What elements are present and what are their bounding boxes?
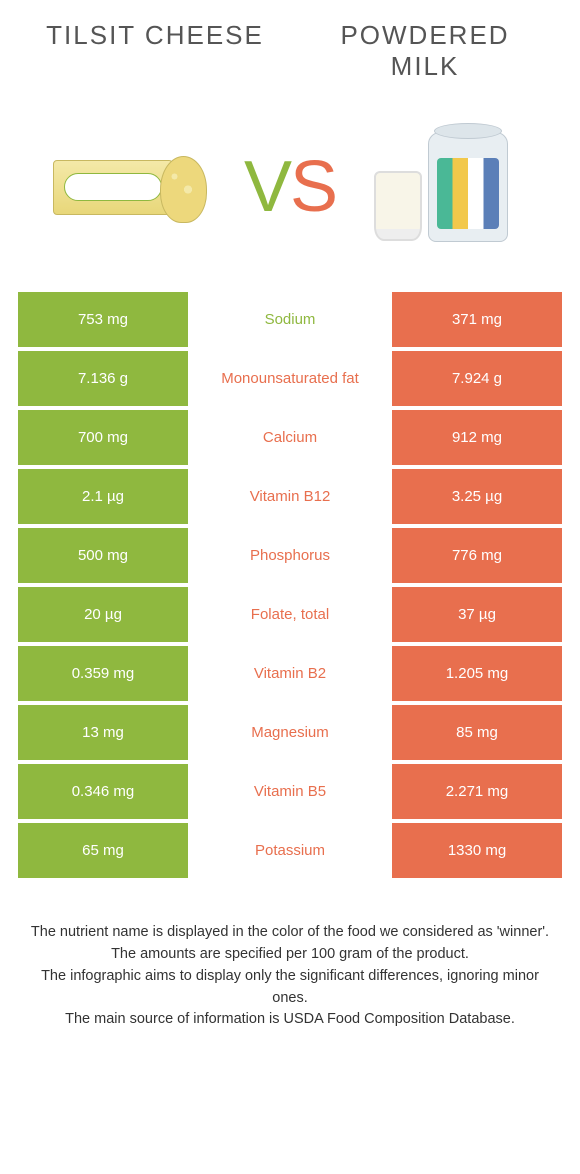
value-left: 500 mg — [18, 528, 188, 583]
table-row: 65 mgPotassium1330 mg — [18, 823, 562, 878]
value-right: 37 µg — [392, 587, 562, 642]
nutrient-label: Sodium — [188, 292, 392, 347]
image-right — [385, 122, 550, 252]
nutrient-label: Calcium — [188, 410, 392, 465]
title-right: POWDERED MILK — [304, 20, 547, 82]
value-right: 3.25 µg — [392, 469, 562, 524]
nutrient-table: 753 mgSodium371 mg7.136 gMonounsaturated… — [18, 292, 562, 878]
table-row: 700 mgCalcium912 mg — [18, 410, 562, 465]
value-right: 1.205 mg — [392, 646, 562, 701]
nutrient-label: Potassium — [188, 823, 392, 878]
table-row: 13 mgMagnesium85 mg — [18, 705, 562, 760]
value-right: 2.271 mg — [392, 764, 562, 819]
vs-label: VS — [244, 146, 336, 228]
value-left: 753 mg — [18, 292, 188, 347]
footer-line: The infographic aims to display only the… — [30, 966, 550, 1010]
value-right: 7.924 g — [392, 351, 562, 406]
value-left: 2.1 µg — [18, 469, 188, 524]
vs-s: S — [290, 147, 336, 227]
image-left — [30, 122, 195, 252]
nutrient-label: Magnesium — [188, 705, 392, 760]
value-right: 371 mg — [392, 292, 562, 347]
value-left: 13 mg — [18, 705, 188, 760]
table-row: 2.1 µgVitamin B123.25 µg — [18, 469, 562, 524]
value-left: 700 mg — [18, 410, 188, 465]
value-left: 20 µg — [18, 587, 188, 642]
value-left: 65 mg — [18, 823, 188, 878]
nutrient-label: Folate, total — [188, 587, 392, 642]
table-row: 0.359 mgVitamin B21.205 mg — [18, 646, 562, 701]
footer: The nutrient name is displayed in the co… — [0, 882, 580, 1031]
value-right: 776 mg — [392, 528, 562, 583]
nutrient-label: Vitamin B2 — [188, 646, 392, 701]
table-row: 753 mgSodium371 mg — [18, 292, 562, 347]
table-row: 7.136 gMonounsaturated fat7.924 g — [18, 351, 562, 406]
nutrient-label: Phosphorus — [188, 528, 392, 583]
table-row: 0.346 mgVitamin B52.271 mg — [18, 764, 562, 819]
table-row: 20 µgFolate, total37 µg — [18, 587, 562, 642]
value-right: 912 mg — [392, 410, 562, 465]
nutrient-label: Vitamin B12 — [188, 469, 392, 524]
vs-v: V — [244, 147, 290, 227]
nutrient-label: Vitamin B5 — [188, 764, 392, 819]
table-row: 500 mgPhosphorus776 mg — [18, 528, 562, 583]
footer-line: The main source of information is USDA F… — [30, 1009, 550, 1031]
value-right: 85 mg — [392, 705, 562, 760]
value-left: 0.346 mg — [18, 764, 188, 819]
footer-line: The amounts are specified per 100 gram o… — [30, 944, 550, 966]
value-left: 7.136 g — [18, 351, 188, 406]
cheese-icon — [53, 160, 173, 215]
title-left: TILSIT CHEESE — [34, 20, 277, 82]
value-left: 0.359 mg — [18, 646, 188, 701]
nutrient-label: Monounsaturated fat — [188, 351, 392, 406]
footer-line: The nutrient name is displayed in the co… — [30, 922, 550, 944]
header: TILSIT CHEESE POWDERED MILK — [0, 0, 580, 92]
milk-icon — [428, 132, 508, 242]
images-row: VS — [0, 92, 580, 292]
value-right: 1330 mg — [392, 823, 562, 878]
